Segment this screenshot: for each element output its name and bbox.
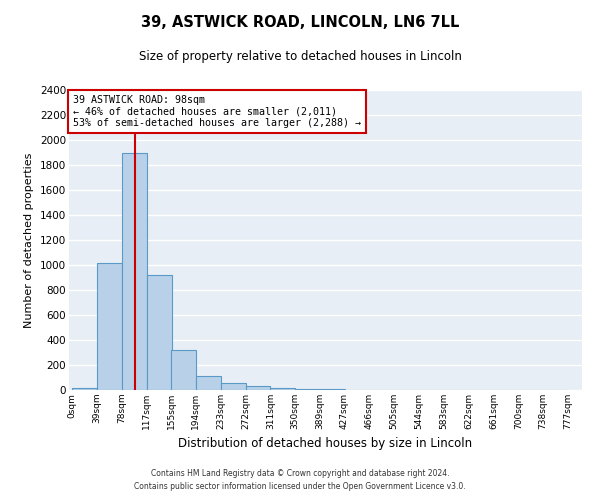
- Bar: [122, 152, 147, 390]
- X-axis label: Distribution of detached houses by size in Lincoln: Distribution of detached houses by size …: [178, 438, 473, 450]
- Text: Contains public sector information licensed under the Open Government Licence v3: Contains public sector information licen…: [134, 482, 466, 491]
- Y-axis label: Number of detached properties: Number of detached properties: [25, 152, 34, 328]
- Bar: [147, 275, 172, 390]
- Text: Size of property relative to detached houses in Lincoln: Size of property relative to detached ho…: [139, 50, 461, 63]
- Bar: [271, 388, 295, 390]
- Bar: [196, 376, 221, 390]
- Bar: [72, 388, 97, 390]
- Bar: [245, 386, 271, 390]
- Bar: [295, 389, 320, 390]
- Text: 39 ASTWICK ROAD: 98sqm
← 46% of detached houses are smaller (2,011)
53% of semi-: 39 ASTWICK ROAD: 98sqm ← 46% of detached…: [73, 95, 361, 128]
- Text: 39, ASTWICK ROAD, LINCOLN, LN6 7LL: 39, ASTWICK ROAD, LINCOLN, LN6 7LL: [141, 15, 459, 30]
- Text: Contains HM Land Registry data © Crown copyright and database right 2024.: Contains HM Land Registry data © Crown c…: [151, 468, 449, 477]
- Bar: [221, 383, 245, 390]
- Bar: [97, 262, 122, 390]
- Bar: [171, 350, 196, 390]
